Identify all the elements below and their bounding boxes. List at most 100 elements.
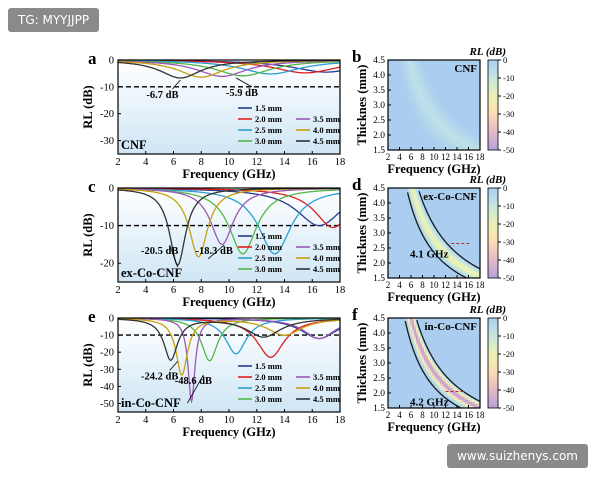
heatmap-cell [468, 110, 471, 113]
heatmap-cell [424, 66, 427, 69]
heatmap-cell [460, 110, 463, 113]
heatmap-cell [438, 192, 441, 195]
heatmap-cell [448, 144, 451, 147]
heatmap-cell [436, 88, 439, 91]
heatmap-cell [426, 114, 429, 117]
heatmap-cell [406, 196, 409, 199]
heatmap-cell [404, 346, 407, 349]
heatmap-cell [388, 192, 391, 195]
heatmap-cell [460, 86, 463, 89]
heatmap-cell [460, 108, 463, 111]
heatmap-cell [412, 264, 415, 267]
heatmap-cell [452, 88, 455, 91]
heatmap-cell [462, 94, 465, 97]
heatmap-cell [402, 330, 405, 333]
heatmap-cell [394, 344, 397, 347]
heatmap-cell [420, 226, 423, 229]
heatmap-cell [398, 250, 401, 253]
heatmap-cell [476, 140, 479, 143]
heatmap-cell [400, 198, 403, 201]
heatmap-cell [400, 272, 403, 275]
heatmap-cell [414, 232, 417, 235]
heatmap-cell [406, 128, 409, 131]
heatmap-cell [392, 106, 395, 109]
heatmap-cell [390, 370, 393, 373]
heatmap-cell [422, 120, 425, 123]
heatmap-cell [456, 132, 459, 135]
heatmap-cell [396, 148, 399, 151]
heatmap-cell [434, 106, 437, 109]
heatmap-cell [418, 82, 421, 85]
heatmap-cell [404, 64, 407, 67]
heatmap-cell [416, 260, 419, 263]
heatmap-cell [464, 96, 467, 99]
heatmap-cell [450, 194, 453, 197]
heatmap-cell [402, 224, 405, 227]
heatmap-cell [422, 72, 425, 75]
heatmap-cell [390, 130, 393, 133]
heatmap-cell [454, 204, 457, 207]
heatmap-cell [430, 250, 433, 253]
heatmap-cell [402, 218, 405, 221]
heatmap-cell [470, 122, 473, 125]
heatmap-cell [454, 232, 457, 235]
heatmap-cell [452, 90, 455, 93]
heatmap-cell [452, 148, 455, 151]
heatmap-cell [444, 226, 447, 229]
heatmap-cell [464, 236, 467, 239]
heatmap-cell [402, 92, 405, 95]
heatmap-cell [390, 230, 393, 233]
heatmap-cell [422, 250, 425, 253]
heatmap-cell [476, 188, 479, 191]
heatmap-cell [392, 98, 395, 101]
heatmap-cell [412, 100, 415, 103]
heatmap-cell [440, 124, 443, 127]
heatmap-cell [432, 192, 435, 195]
heatmap-cell [408, 232, 411, 235]
heatmap-cell [396, 222, 399, 225]
heatmap-cell [394, 346, 397, 349]
heatmap-cell [408, 218, 411, 221]
heatmap-cell [394, 86, 397, 89]
legend-label: 2.0 mm [255, 242, 282, 252]
panel-letter: c [88, 177, 96, 196]
heatmap-cell [466, 210, 469, 213]
heatmap-cell [412, 232, 415, 235]
heatmap-cell [468, 254, 471, 257]
heatmap-cell [432, 68, 435, 71]
heatmap-cell [422, 146, 425, 149]
heatmap-cell [398, 98, 401, 101]
heatmap-cell [446, 188, 449, 191]
heatmap-cell [474, 260, 477, 263]
heatmap-cell [440, 130, 443, 133]
heatmap-cell [442, 260, 445, 263]
plot-background [118, 318, 340, 412]
x-tick-label: 12 [441, 280, 450, 290]
heatmap-cell [422, 262, 425, 265]
heatmap-cell [468, 274, 471, 277]
heatmap-cell [416, 78, 419, 81]
heatmap-cell [404, 262, 407, 265]
heatmap-cell [392, 402, 395, 405]
heatmap-cell [416, 250, 419, 253]
heatmap-cell [398, 212, 401, 215]
heatmap-cell [466, 274, 469, 277]
heatmap-cell [404, 332, 407, 335]
heatmap-cell [426, 198, 429, 201]
heatmap-cell [436, 146, 439, 149]
heatmap-cell [472, 142, 475, 145]
heatmap-cell [426, 106, 429, 109]
heatmap-cell [400, 110, 403, 113]
heatmap-cell [412, 104, 415, 107]
heatmap-cell [460, 112, 463, 115]
heatmap-cell [432, 268, 435, 271]
heatmap-cell [388, 234, 391, 237]
heatmap-cell [458, 252, 461, 255]
heatmap-cell [424, 74, 427, 77]
heatmap-cell [410, 260, 413, 263]
heatmap-cell [398, 254, 401, 257]
heatmap-cell [476, 136, 479, 139]
heatmap-cell [420, 240, 423, 243]
heatmap-cell [392, 84, 395, 87]
heatmap-cell [402, 64, 405, 67]
